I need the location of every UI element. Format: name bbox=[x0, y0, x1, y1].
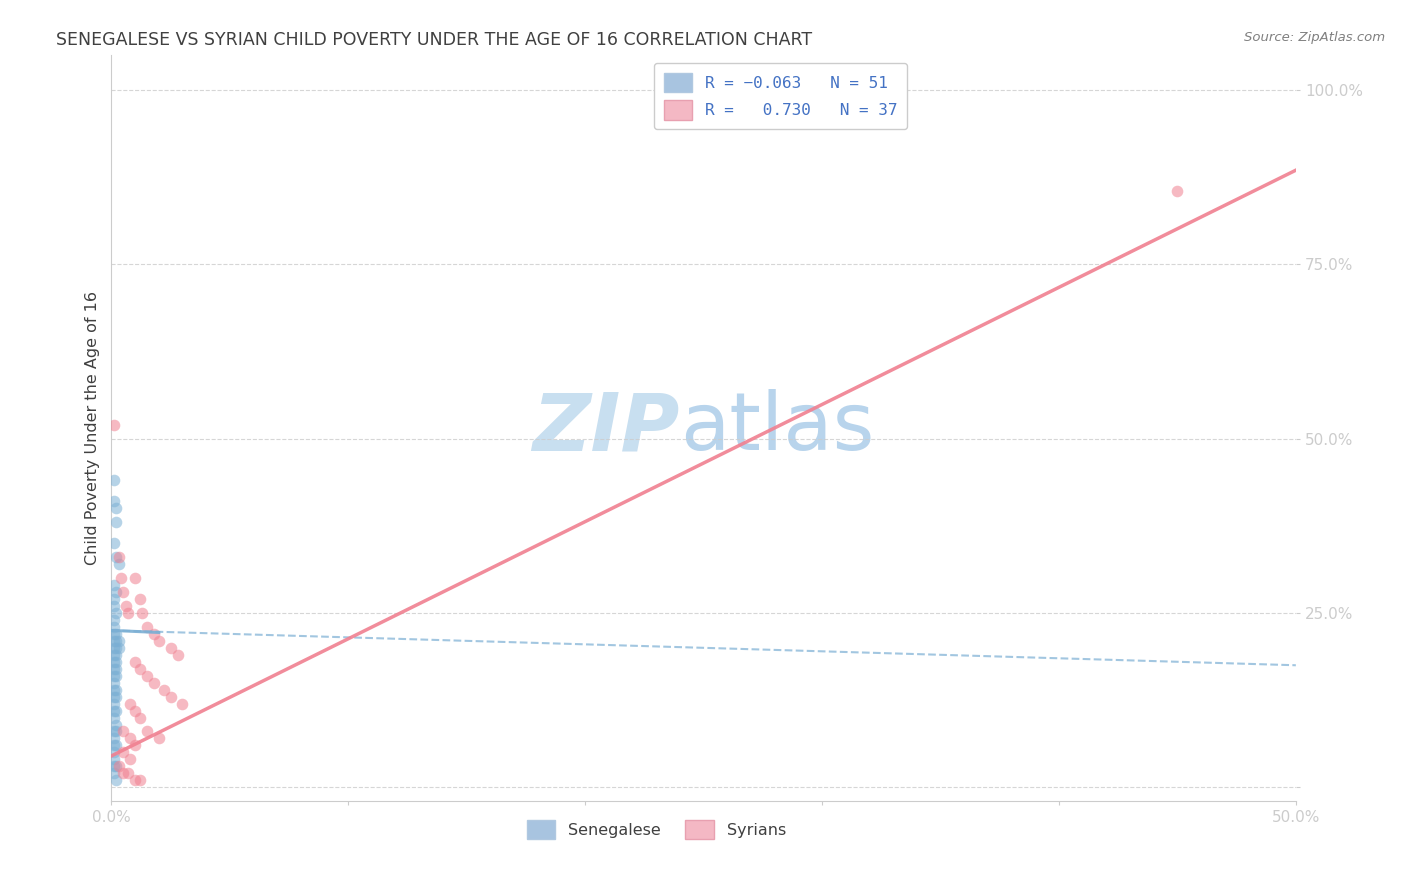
Point bbox=[107, 550, 129, 565]
Point bbox=[105, 717, 128, 731]
Point bbox=[103, 578, 125, 592]
Point bbox=[136, 724, 159, 739]
Point bbox=[148, 633, 170, 648]
Point bbox=[128, 592, 150, 607]
Point bbox=[103, 633, 125, 648]
Point bbox=[103, 669, 125, 683]
Point bbox=[103, 613, 125, 627]
Point bbox=[103, 731, 125, 746]
Point bbox=[105, 724, 128, 739]
Point bbox=[105, 704, 128, 718]
Point bbox=[103, 599, 125, 613]
Point bbox=[120, 731, 142, 746]
Point bbox=[117, 606, 139, 620]
Point bbox=[124, 704, 146, 718]
Point bbox=[103, 620, 125, 634]
Point bbox=[120, 697, 142, 711]
Point bbox=[107, 633, 129, 648]
Point bbox=[112, 766, 135, 780]
Point bbox=[105, 516, 128, 530]
Point bbox=[105, 690, 128, 704]
Point bbox=[103, 627, 125, 641]
Point bbox=[159, 690, 181, 704]
Point bbox=[103, 704, 125, 718]
Point bbox=[103, 766, 125, 780]
Point bbox=[103, 655, 125, 669]
Point bbox=[103, 592, 125, 607]
Point bbox=[105, 606, 128, 620]
Point bbox=[143, 627, 166, 641]
Point bbox=[114, 599, 136, 613]
Point bbox=[143, 675, 166, 690]
Text: Source: ZipAtlas.com: Source: ZipAtlas.com bbox=[1244, 31, 1385, 45]
Point bbox=[105, 739, 128, 753]
Point bbox=[103, 662, 125, 676]
Point bbox=[107, 640, 129, 655]
Point bbox=[112, 746, 135, 760]
Point bbox=[103, 675, 125, 690]
Point bbox=[103, 494, 125, 508]
Point bbox=[148, 731, 170, 746]
Point bbox=[103, 746, 125, 760]
Point bbox=[105, 655, 128, 669]
Point bbox=[105, 585, 128, 599]
Point bbox=[105, 682, 128, 697]
Point bbox=[1166, 184, 1188, 198]
Point bbox=[105, 669, 128, 683]
Point bbox=[120, 752, 142, 766]
Y-axis label: Child Poverty Under the Age of 16: Child Poverty Under the Age of 16 bbox=[86, 291, 100, 566]
Point bbox=[136, 669, 159, 683]
Point bbox=[103, 648, 125, 662]
Text: atlas: atlas bbox=[681, 389, 875, 467]
Point bbox=[103, 474, 125, 488]
Point bbox=[105, 501, 128, 516]
Point bbox=[103, 710, 125, 724]
Point bbox=[112, 585, 135, 599]
Point bbox=[105, 627, 128, 641]
Text: ZIP: ZIP bbox=[533, 389, 681, 467]
Point bbox=[103, 682, 125, 697]
Point bbox=[107, 759, 129, 773]
Point bbox=[105, 640, 128, 655]
Text: SENEGALESE VS SYRIAN CHILD POVERTY UNDER THE AGE OF 16 CORRELATION CHART: SENEGALESE VS SYRIAN CHILD POVERTY UNDER… bbox=[56, 31, 813, 49]
Point bbox=[103, 759, 125, 773]
Point bbox=[172, 697, 194, 711]
Point bbox=[105, 648, 128, 662]
Point bbox=[152, 682, 174, 697]
Point bbox=[105, 550, 128, 565]
Point bbox=[103, 417, 125, 432]
Point bbox=[103, 536, 125, 550]
Legend: Senegalese, Syrians: Senegalese, Syrians bbox=[520, 814, 792, 846]
Point bbox=[103, 690, 125, 704]
Point bbox=[105, 773, 128, 788]
Point bbox=[103, 752, 125, 766]
Point bbox=[124, 739, 146, 753]
Point bbox=[124, 655, 146, 669]
Point bbox=[128, 662, 150, 676]
Point bbox=[131, 606, 153, 620]
Point bbox=[136, 620, 159, 634]
Point bbox=[159, 640, 181, 655]
Point bbox=[166, 648, 188, 662]
Point bbox=[124, 571, 146, 585]
Point bbox=[105, 759, 128, 773]
Point bbox=[103, 697, 125, 711]
Point bbox=[103, 739, 125, 753]
Point bbox=[107, 557, 129, 571]
Point bbox=[103, 640, 125, 655]
Point bbox=[112, 724, 135, 739]
Point bbox=[105, 633, 128, 648]
Point bbox=[124, 773, 146, 788]
Point bbox=[103, 724, 125, 739]
Point bbox=[110, 571, 132, 585]
Point bbox=[128, 710, 150, 724]
Point bbox=[128, 773, 150, 788]
Point bbox=[117, 766, 139, 780]
Point bbox=[105, 662, 128, 676]
